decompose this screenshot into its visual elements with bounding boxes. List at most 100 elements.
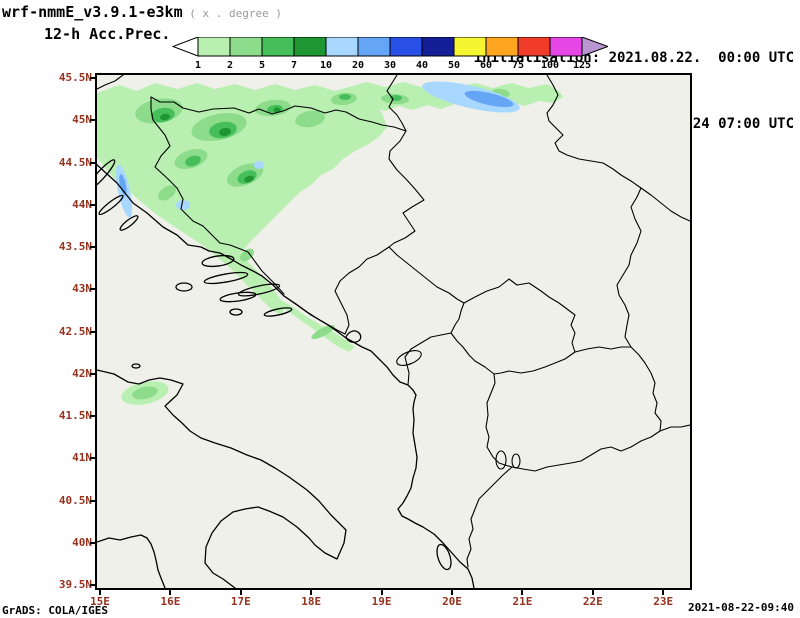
- colorbar-right-arrow: [581, 36, 610, 57]
- colorbar-segment-0: [197, 36, 231, 57]
- lat-tick-mark: [90, 415, 95, 417]
- border-romania-bulgaria: [640, 187, 691, 222]
- island-outline: [175, 282, 193, 292]
- island-outline: [229, 308, 243, 316]
- lat-tick-mark: [90, 584, 95, 586]
- product-title: 12-h Acc.Prec.: [44, 25, 171, 43]
- colorbar-segment-3: [293, 36, 327, 57]
- lat-tick-mark: [90, 372, 95, 375]
- lat-tick-label: 42.5N: [58, 324, 92, 338]
- colorbar-tick-label: 20: [352, 60, 364, 71]
- precip-blob: [273, 107, 281, 113]
- lat-tick-label: 39.5N: [58, 578, 92, 591]
- lon-tick-mark: [239, 590, 242, 595]
- colorbar-segment-8: [453, 36, 487, 57]
- precip-blob: [311, 324, 335, 340]
- border-serbia-macedonia: [574, 346, 632, 353]
- lat-tick-mark: [90, 499, 95, 502]
- coastline-boka-bay: [345, 330, 362, 343]
- lat-tick-mark: [90, 330, 95, 333]
- precip-blob: [185, 155, 201, 167]
- lon-tick-mark: [451, 590, 453, 595]
- lon-tick-label: 17E: [230, 595, 251, 608]
- colorbar-segment-7: [421, 36, 455, 57]
- colorbar-segment-6: [389, 36, 423, 57]
- border-greece-bulgaria: [659, 424, 691, 432]
- model-title: wrf-nmmE_v3.9.1-e3km: [2, 3, 183, 21]
- lat-tick-mark: [90, 77, 95, 79]
- lon-tick-label: 18E: [301, 595, 322, 608]
- creation-timestamp: 2021-08-22-09:40: [688, 601, 794, 614]
- lon-tick-mark: [99, 590, 101, 595]
- precip-blob: [219, 127, 231, 137]
- precip-blob: [254, 161, 264, 169]
- colorbar-tick-label: 30: [384, 60, 396, 71]
- precip-blob: [464, 90, 514, 108]
- precipitation-colorbar: 1 2 5 7 10 20 30 40 50 60 75 100 125: [171, 36, 610, 77]
- lon-tick-mark: [380, 590, 383, 595]
- coastline-italy-tyrrhenian: [96, 534, 166, 589]
- colorbar-tick-label: 10: [320, 60, 332, 71]
- border-greece-albania: [466, 466, 513, 568]
- lat-tick-mark: [90, 541, 95, 544]
- precip-blob: [295, 110, 325, 128]
- border-bosnia-montenegro: [334, 246, 390, 335]
- border-croatia-bosnia-south: [283, 295, 346, 335]
- border-kosovo-macedonia: [493, 351, 576, 375]
- colorbar-segment-5: [357, 36, 391, 57]
- colorbar-segment-11: [549, 36, 583, 57]
- colorbar-segment-1: [229, 36, 263, 57]
- precip-level-6-area: [119, 90, 514, 196]
- precip-blob: [240, 248, 254, 262]
- map-plot: [86, 74, 691, 589]
- lon-tick-mark: [591, 590, 594, 595]
- lat-tick-mark: [90, 246, 95, 248]
- precip-blob: [339, 94, 351, 100]
- colorbar-segment-10: [517, 36, 551, 57]
- precip-blob: [132, 386, 158, 400]
- border-croatia-serbia: [386, 74, 407, 132]
- precip-blob: [97, 83, 387, 315]
- colorbar-segment-4: [325, 36, 359, 57]
- lon-tick-label: 22E: [582, 595, 603, 608]
- lat-tick-label: 44N: [72, 197, 92, 211]
- precip-blob: [176, 200, 190, 210]
- lakes: [396, 350, 521, 470]
- border-macedonia-bulgaria: [630, 346, 662, 432]
- border-kosovo-serbia: [463, 278, 576, 353]
- lon-tick-label: 21E: [512, 595, 533, 608]
- border-albania-macedonia: [485, 373, 513, 468]
- colorbar-tick-label: 75: [512, 60, 524, 71]
- colorbar-segment-9: [485, 36, 519, 57]
- border-croatia-bosnia-west: [150, 96, 285, 295]
- lat-tick-mark: [90, 203, 95, 206]
- colorbar-tick-label: 5: [259, 60, 265, 71]
- lat-tick-label: 41N: [72, 451, 92, 465]
- lon-tick-mark: [521, 590, 524, 595]
- country-borders: [96, 74, 691, 568]
- colorbar-tick-label: 40: [416, 60, 428, 71]
- lon-tick-label: 20E: [442, 595, 462, 608]
- lon-tick-mark: [169, 590, 172, 595]
- colorbar-tick-label: 100: [541, 60, 559, 71]
- precip-blob: [160, 113, 170, 121]
- colorbar-tick-label: 125: [573, 60, 591, 71]
- colorbar-left-arrow: [171, 36, 199, 57]
- border-montenegro-albania: [404, 332, 452, 386]
- border-serbia-bulgaria: [616, 187, 642, 348]
- island-outline: [436, 543, 452, 571]
- grads-credit: GrADS: COLA/IGES: [2, 604, 108, 617]
- lat-tick-mark: [90, 161, 95, 164]
- island-outline: [237, 283, 281, 297]
- lat-tick-label: 41.5N: [58, 409, 92, 422]
- lon-tick-label: 23E: [653, 595, 674, 608]
- lat-tick-mark: [90, 119, 95, 122]
- colorbar-segment-2: [261, 36, 295, 57]
- island-outline: [201, 254, 235, 268]
- precip-blob: [244, 175, 254, 183]
- colorbar-svg: 1 2 5 7 10 20 30 40 50 60 75 100 125: [171, 36, 610, 71]
- lon-tick-label: 16E: [160, 595, 181, 608]
- lon-tick-label: 19E: [371, 595, 392, 608]
- colorbar-tick-label: 1: [195, 60, 201, 71]
- border-montenegro-serbia: [388, 246, 465, 304]
